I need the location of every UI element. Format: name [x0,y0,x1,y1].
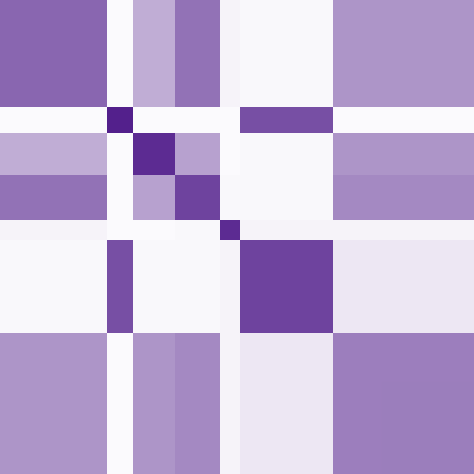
heatmap-cell [0,107,107,133]
heatmap-cell [220,0,240,107]
heatmap-cell [240,175,333,220]
heatmap-cell [133,220,175,240]
heatmap-cell [333,240,474,333]
heatmap-cell [240,240,333,333]
heatmap-cell [175,133,220,175]
heatmap-cell [175,175,220,220]
heatmap-cell [333,333,474,474]
heatmap-cell [107,333,133,474]
heatmap-cell [0,133,107,175]
heatmap-cell [0,0,107,107]
heatmap-cell [333,220,474,240]
heatmap-cell [175,220,220,240]
heatmap-cell [240,333,333,474]
heatmap-cell [333,175,474,220]
heatmap-cell [0,333,107,474]
heatmap-cell [0,175,107,220]
heatmap-cell [220,175,240,220]
heatmap-cell [220,240,240,333]
heatmap-cell [133,107,175,133]
heatmap-cell [133,240,175,333]
heatmap-cell [107,0,133,107]
heatmap-cell [175,333,220,474]
heatmap-cell [240,107,333,133]
heatmap-cell [220,333,240,474]
heatmap-cell [107,240,133,333]
heatmap-cell [240,133,333,175]
heatmap-cell [175,107,220,133]
heatmap-cell [220,107,240,133]
heatmap-cell [240,0,333,107]
heatmap-cell [220,133,240,175]
heatmap-cell [107,220,133,240]
heatmap-cell [175,240,220,333]
heatmap-cell [333,133,474,175]
heatmap-cell [107,107,133,133]
heatmap-cell [333,107,474,133]
heatmap-cell [0,220,107,240]
heatmap-cell [220,220,240,240]
heatmap-cell [107,133,133,175]
heatmap-cell [107,175,133,220]
heatmap-cell [333,0,474,107]
heatmap-cell [133,0,175,107]
heatmap-cell [133,133,175,175]
heatmap-cell [133,333,175,474]
heatmap-cell [133,175,175,220]
heatmap-cell [175,0,220,107]
heatmap-cell [0,240,107,333]
heatmap-cell [240,220,333,240]
